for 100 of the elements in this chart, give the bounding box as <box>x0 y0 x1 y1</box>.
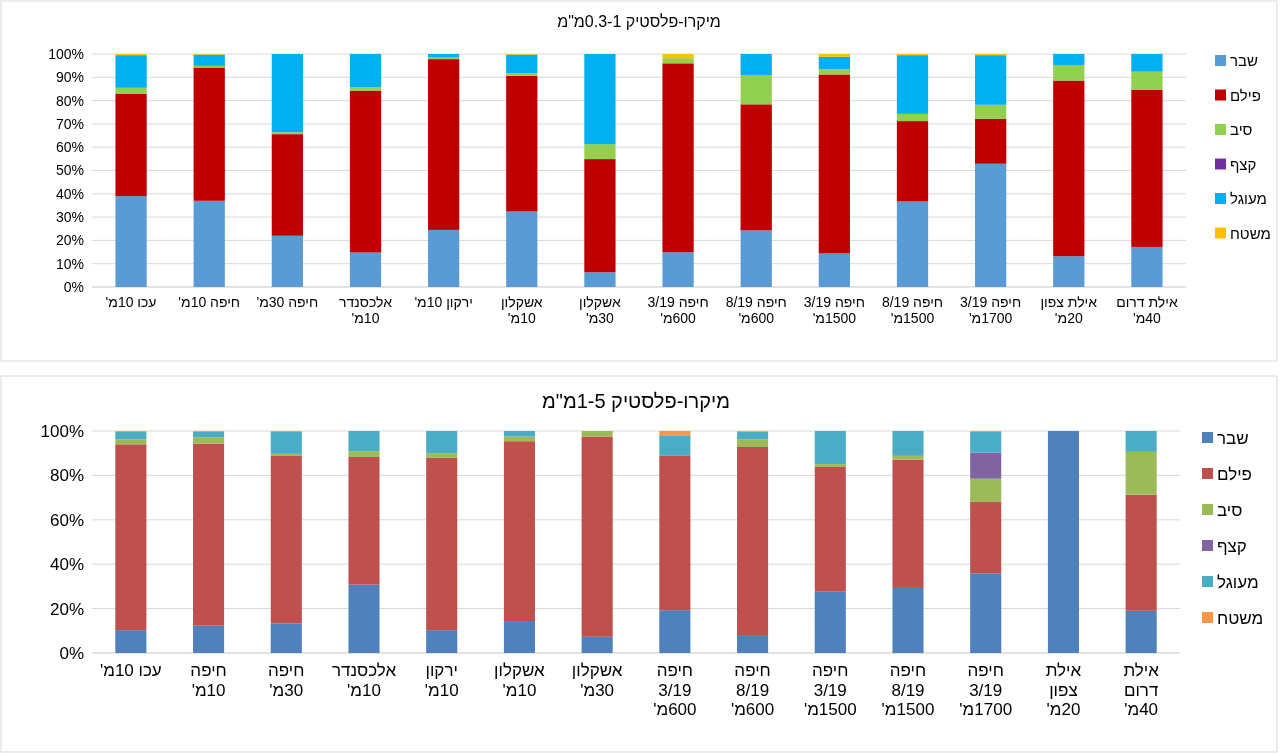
bar <box>896 121 929 202</box>
bar <box>506 54 538 74</box>
x-tick-label: חיפה 8/19 600מ' <box>725 294 787 327</box>
bar <box>348 431 380 452</box>
bar <box>814 464 846 467</box>
bar <box>271 54 303 133</box>
y-tick-label: 0% <box>59 643 84 663</box>
bar <box>348 584 380 653</box>
bar <box>970 431 1002 453</box>
bar <box>1125 494 1157 611</box>
bar <box>970 502 1002 574</box>
bar <box>892 587 924 653</box>
bar <box>115 87 147 94</box>
bar <box>581 636 613 653</box>
bar <box>426 457 458 631</box>
bar <box>506 75 538 212</box>
x-tick-label: אלכסנדר 10מ' <box>339 294 393 327</box>
bar <box>426 431 458 454</box>
bar <box>662 54 694 59</box>
legend-label: סיב <box>1217 500 1243 520</box>
bar <box>506 73 538 76</box>
x-tick-label: אילת דרום 40מ' <box>1116 294 1178 327</box>
x-tick-label: עכו 10מ' <box>99 661 162 680</box>
bar <box>115 196 147 287</box>
chart-title: מיקרו-פלסטיק 0.3-1מ"מ <box>557 13 721 30</box>
bar <box>737 446 769 636</box>
y-tick-label: 80% <box>49 466 84 486</box>
bar <box>737 635 769 653</box>
bar <box>193 437 225 444</box>
bar <box>428 59 460 230</box>
x-tick-label: חיפה 10מ' <box>190 661 227 700</box>
y-tick-label: 80% <box>55 92 84 109</box>
bar <box>193 54 225 66</box>
bar <box>270 431 302 454</box>
bar <box>740 230 772 287</box>
legend-label: פילם <box>1217 464 1252 484</box>
x-tick-label: אילת צפון 20מ' <box>1040 294 1098 327</box>
y-tick-label: 100% <box>48 45 84 62</box>
bar <box>975 55 1007 105</box>
x-tick-label: אשקלון 30מ' <box>579 294 621 327</box>
bar <box>349 54 382 88</box>
bar <box>428 229 460 287</box>
bar <box>270 455 302 624</box>
bar <box>970 452 1002 479</box>
bar <box>659 455 691 611</box>
bar <box>818 253 850 287</box>
y-tick-label: 60% <box>49 510 84 530</box>
bar <box>426 630 458 653</box>
bar <box>740 54 772 75</box>
bar <box>975 118 1007 164</box>
bar <box>1125 431 1157 452</box>
bar <box>1131 246 1163 287</box>
legend-label: שבר <box>1230 52 1258 70</box>
bar <box>193 431 225 438</box>
bar <box>584 272 616 287</box>
bar <box>193 443 225 626</box>
legend-label: מעוגל <box>1230 190 1267 208</box>
legend-label: פילם <box>1230 86 1261 104</box>
bar <box>970 478 1002 503</box>
bar <box>115 55 147 88</box>
bar <box>662 58 694 64</box>
x-tick-label: אלכסנדר 10מ' <box>331 661 397 700</box>
legend-label: סיב <box>1230 121 1253 139</box>
bar <box>662 63 694 253</box>
bar <box>193 67 225 201</box>
bar <box>115 630 147 653</box>
x-tick-label: חיפה 30מ' <box>268 661 305 700</box>
bar <box>659 435 691 456</box>
bar <box>349 252 382 287</box>
y-tick-label: 30% <box>55 209 84 225</box>
bar <box>1125 610 1157 653</box>
bar <box>659 431 691 436</box>
x-tick-label: חיפה 3/19 1500מ' <box>803 294 865 327</box>
bar <box>1053 256 1085 287</box>
y-tick-label: 70% <box>55 115 84 132</box>
bar <box>970 573 1002 653</box>
bar <box>115 444 147 631</box>
bar <box>659 610 691 653</box>
bar <box>503 441 535 622</box>
x-tick-label: עכו 10מ' <box>105 294 157 310</box>
bar <box>896 113 929 122</box>
bar <box>1131 71 1163 90</box>
chart-title: מיקרו-פלסטיק 1-5מ"מ <box>542 390 730 412</box>
bar <box>349 90 382 253</box>
legend-label: מעוגל <box>1217 572 1259 592</box>
bar <box>814 466 846 592</box>
y-tick-label: 0% <box>63 278 84 295</box>
bar <box>584 54 616 145</box>
bar <box>1047 431 1079 653</box>
x-tick-label: אילת דרום 40מ' <box>1123 661 1160 720</box>
legend-label: קצף <box>1230 155 1257 173</box>
bar <box>581 431 613 437</box>
bar <box>581 436 613 637</box>
x-tick-label: ירקון 10מ' <box>414 294 473 310</box>
y-tick-label: 60% <box>55 139 84 156</box>
x-tick-label: אשקלון 10מ' <box>494 661 546 700</box>
bar <box>1053 80 1085 257</box>
bar <box>271 235 303 287</box>
bar <box>506 211 538 287</box>
x-tick-label: חיפה 3/19 600מ' <box>647 294 709 327</box>
